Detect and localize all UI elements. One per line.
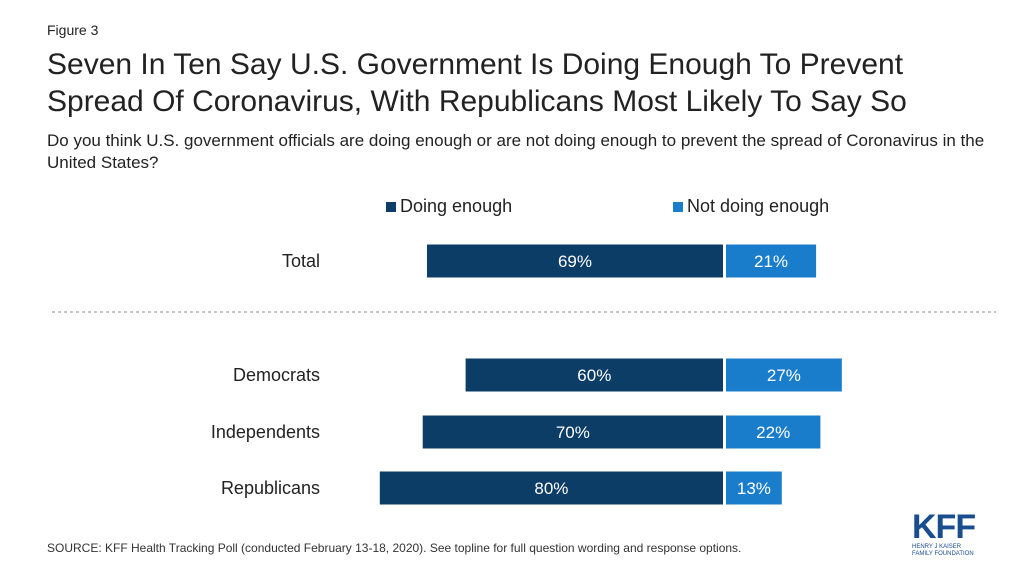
bar-doing-enough-total: [426, 244, 723, 278]
logo-wordmark: KFF: [912, 508, 976, 546]
bar-doing-enough-republicans: [379, 471, 723, 505]
logo-line-1: HENRY J KAISER: [912, 544, 962, 550]
legend-item-doing-enough: Doing enough: [386, 196, 512, 217]
bar-not-doing-enough-republicans: [726, 471, 782, 505]
legend: Doing enough Not doing enough: [0, 196, 1024, 218]
data-label-not-doing-enough-total: 21%: [754, 252, 788, 271]
legend-swatch-not-doing-enough: [673, 201, 683, 212]
category-label-democrats: Democrats: [233, 365, 320, 385]
data-label-not-doing-enough-democrats: 27%: [767, 366, 801, 385]
data-label-doing-enough-democrats: 60%: [577, 366, 611, 385]
bar-not-doing-enough-total: [726, 244, 817, 278]
legend-item-not-doing-enough: Not doing enough: [673, 196, 829, 217]
data-label-not-doing-enough-republicans: 13%: [737, 479, 771, 498]
bar-not-doing-enough-independents: [726, 415, 821, 449]
source-note: SOURCE: KFF Health Tracking Poll (conduc…: [47, 541, 742, 555]
bar-chart: Total 69% 21% Democrats 60% 27% Independents 70…: [52, 244, 996, 505]
category-label-republicans: Republicans: [221, 478, 320, 498]
figure-label: Figure 3: [47, 22, 99, 38]
chart-title: Seven In Ten Say U.S. Government Is Doin…: [47, 48, 907, 118]
bar-doing-enough-democrats: [465, 358, 723, 392]
legend-label-not-doing-enough: Not doing enough: [687, 196, 830, 216]
chart-subtitle: Do you think U.S. government officials a…: [47, 131, 985, 172]
logo-line-2: FAMILY FOUNDATION: [912, 551, 974, 557]
data-label-doing-enough-republicans: 80%: [534, 479, 568, 498]
bar-doing-enough-independents: [422, 415, 723, 449]
kff-logo: KFF HENRY J KAISER FAMILY FOUNDATION: [912, 510, 996, 560]
legend-swatch-doing-enough: [386, 201, 396, 212]
data-label-doing-enough-independents: 70%: [556, 423, 590, 442]
data-label-not-doing-enough-independents: 22%: [756, 423, 790, 442]
category-label-total: Total: [282, 251, 320, 271]
data-label-doing-enough-total: 69%: [558, 252, 592, 271]
category-label-independents: Independents: [211, 422, 320, 442]
legend-label-doing-enough: Doing enough: [400, 196, 513, 216]
bar-not-doing-enough-democrats: [726, 358, 842, 392]
